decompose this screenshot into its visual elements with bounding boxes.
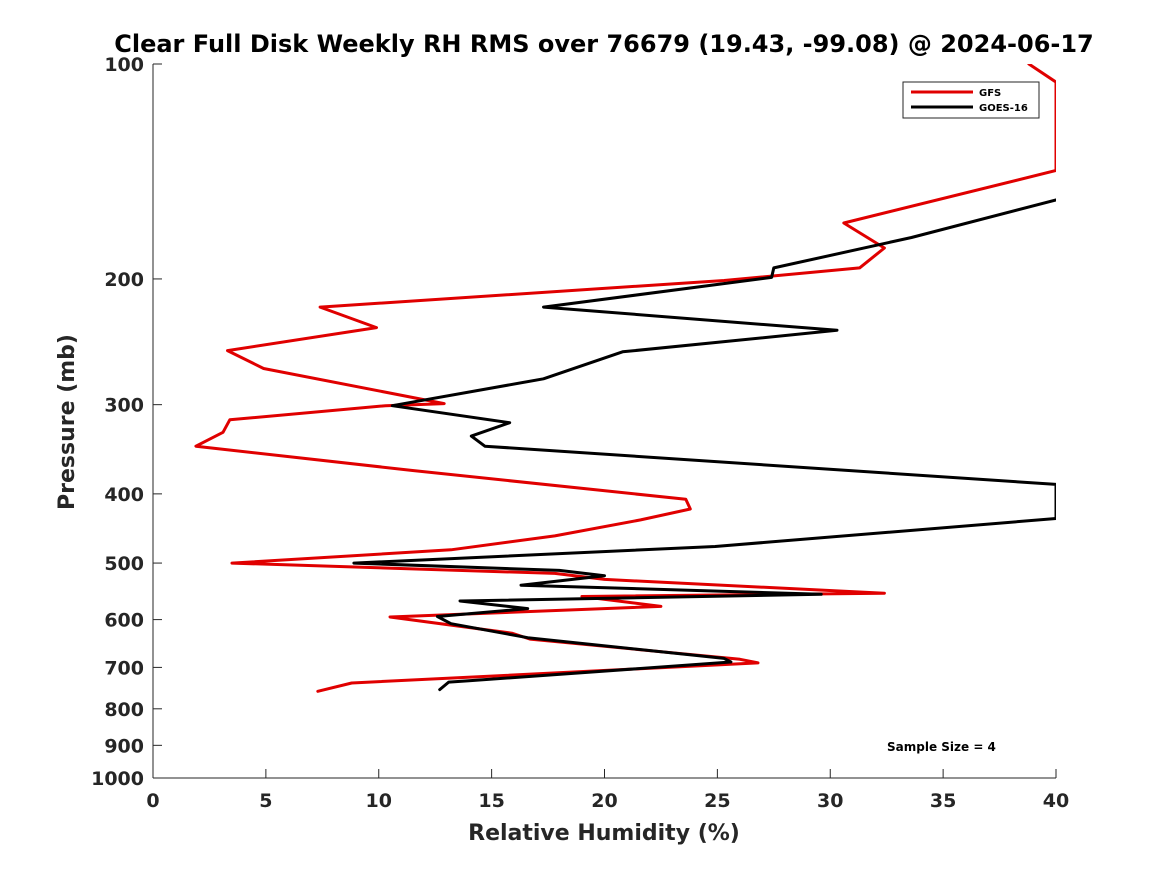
y-tick-label: 800 xyxy=(104,699,144,721)
x-axis-label: Relative Humidity (%) xyxy=(468,821,740,846)
ticks-layer: 0 5 10 15 20 25 30 35 40 100 200 300 400 500 600 700 800… xyxy=(91,54,1069,812)
y-tick-label: 500 xyxy=(104,553,144,575)
x-tick-label: 40 xyxy=(1043,790,1069,812)
legend-label: GFS xyxy=(979,88,1001,99)
x-tick-label: 20 xyxy=(591,790,617,812)
y-tick-label: 200 xyxy=(104,269,144,291)
x-tick-label: 0 xyxy=(146,790,159,812)
series-line-goes-16 xyxy=(352,198,1056,692)
legend-box xyxy=(902,81,1040,119)
x-tick-label: 25 xyxy=(704,790,730,812)
x-tick-label: 15 xyxy=(478,790,504,812)
x-tick-label: 30 xyxy=(817,790,843,812)
legend: GFS GOES-16 xyxy=(902,81,1040,119)
y-tick-label: 900 xyxy=(104,735,144,757)
legend-label: GOES-16 xyxy=(979,103,1028,114)
chart-title: Clear Full Disk Weekly RH RMS over 76679… xyxy=(114,30,1094,58)
sample-size-annotation: Sample Size = 4 xyxy=(887,740,996,754)
y-tick-label: 100 xyxy=(104,54,144,76)
series-layer xyxy=(194,64,1056,693)
y-axis-label: Pressure (mb) xyxy=(55,334,80,510)
y-tick-label: 600 xyxy=(104,610,144,632)
y-tick-label: 400 xyxy=(104,484,144,506)
x-tick-label: 5 xyxy=(259,790,272,812)
x-tick-label: 10 xyxy=(366,790,392,812)
x-tick-label: 35 xyxy=(930,790,956,812)
y-tick-label: 300 xyxy=(104,395,144,417)
y-tick-label: 1000 xyxy=(91,768,144,790)
y-tick-label: 700 xyxy=(104,657,144,679)
